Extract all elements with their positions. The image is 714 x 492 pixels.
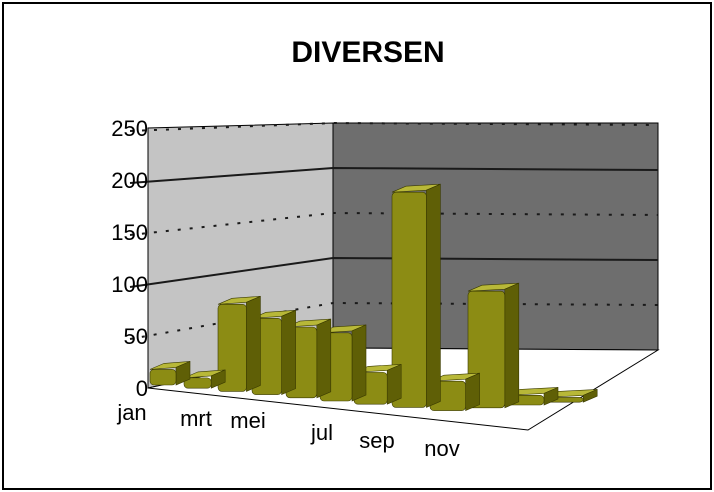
gridline [129, 256, 659, 288]
bar-feb [183, 369, 226, 389]
x-axis-ticks: jan mrt mei jul sep nov [116, 400, 459, 461]
bar-side [246, 295, 261, 392]
bar-side [426, 183, 441, 408]
y-axis-ticks: 0 50 100 150 200 250 [111, 116, 148, 401]
x-tick-label: mrt [180, 406, 212, 431]
gridlines [129, 121, 659, 340]
y-tick-label: 250 [111, 116, 148, 141]
bar-side [316, 318, 332, 399]
bar-side [504, 282, 520, 409]
bar-side [386, 363, 402, 405]
y-tick-label: 100 [111, 272, 148, 297]
y-tick-label: 200 [111, 168, 148, 193]
gridline [129, 301, 659, 340]
y-tick-label: 0 [136, 376, 148, 401]
bar-side [351, 324, 367, 402]
x-tick-label: jul [310, 420, 333, 445]
bars [149, 183, 598, 412]
chart-title: DIVERSEN [291, 36, 444, 69]
x-tick-label: sep [359, 428, 394, 453]
bar-front [183, 377, 212, 389]
bar-jan [149, 360, 191, 386]
bar-front [149, 369, 177, 386]
bar-front [391, 191, 427, 408]
bar-side [281, 309, 296, 396]
x-tick-label: mei [230, 408, 265, 433]
bar-side [465, 372, 480, 412]
y-tick-label: 150 [111, 220, 148, 245]
y-tick-label: 50 [124, 324, 148, 349]
x-tick-label: nov [424, 436, 459, 461]
gridline [129, 166, 659, 184]
x-tick-label: jan [116, 400, 146, 425]
gridline [129, 211, 659, 236]
bar-aug [391, 183, 441, 408]
